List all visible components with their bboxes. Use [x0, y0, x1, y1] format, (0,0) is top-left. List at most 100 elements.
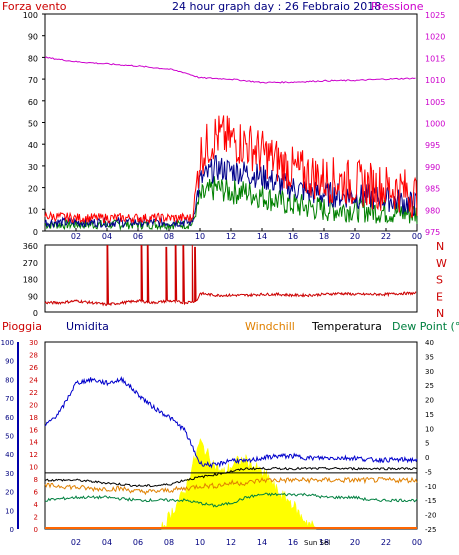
- p3-humidity-tick: 90: [5, 358, 14, 366]
- rain-label: Pioggia: [2, 320, 42, 333]
- p1-x-tick: 22: [381, 232, 391, 241]
- p3-right-tick: -20: [425, 512, 436, 520]
- p2-left-tick: 0: [33, 309, 38, 318]
- p3-humidity-tick: 80: [5, 376, 14, 384]
- p3-rain-tick: 18: [29, 414, 38, 422]
- p2-left-tick: 360: [23, 242, 38, 251]
- p3-rain-tick: 28: [29, 351, 38, 359]
- windchill-label: Windchill: [245, 320, 295, 333]
- p3-x-tick: 04: [102, 538, 112, 547]
- p1-right-tick: 1025: [425, 11, 445, 20]
- p1-x-tick: 16: [288, 232, 298, 241]
- p1-right-tick: 1015: [425, 54, 445, 63]
- p1-right-tick: 1010: [425, 76, 445, 85]
- p3-rain-tick: 30: [29, 339, 38, 347]
- p3-humidity-tick: 20: [5, 489, 14, 497]
- p3-x-tick: 22: [381, 538, 391, 547]
- p1-x-tick: 06: [133, 232, 143, 241]
- p3-rain-tick: 2: [34, 514, 38, 522]
- p3-humidity-tick: 50: [5, 433, 14, 441]
- rain-area: [161, 437, 317, 530]
- p3-right-tick: 10: [425, 425, 434, 433]
- humidity-line: [44, 375, 418, 469]
- p3-right-tick: 20: [425, 397, 434, 405]
- panel1-frame: [44, 13, 418, 232]
- p3-x-tick: 10: [195, 538, 205, 547]
- p3-right-tick: -15: [425, 497, 436, 505]
- p3-rain-tick: 22: [29, 389, 38, 397]
- p3-rain-tick: 26: [29, 364, 38, 372]
- chart-title: 24 hour graph day : 26 Febbraio 2018: [172, 0, 381, 13]
- p3-humidity-tick: 40: [5, 451, 14, 459]
- p1-left-tick: 100: [23, 11, 38, 20]
- panel3-plot: 1009080706050403020100302826242220181614…: [1, 339, 437, 547]
- p2-right-tick: W: [436, 257, 447, 270]
- panel1-plot: 1009080706050403020100102510201015101010…: [23, 11, 446, 241]
- p1-x-tick: 10: [195, 232, 205, 241]
- p2-left-tick: 180: [23, 276, 38, 285]
- p3-x-tick: 02: [71, 538, 81, 547]
- p3-rain-tick: 0: [34, 526, 38, 534]
- p3-rain-tick: 24: [29, 376, 38, 384]
- p1-x-tick: 08: [164, 232, 174, 241]
- sun-label: Sun Sel: [304, 539, 330, 547]
- p2-right-tick: E: [436, 290, 443, 303]
- p3-rain-tick: 10: [29, 464, 38, 472]
- p3-rain-tick: 20: [29, 401, 38, 409]
- p1-left-tick: 90: [28, 33, 38, 42]
- p1-right-tick: 975: [425, 228, 440, 237]
- p3-right-tick: 15: [425, 411, 434, 419]
- p3-x-tick: 06: [133, 538, 143, 547]
- p3-right-tick: 30: [425, 368, 434, 376]
- p1-x-tick: 18: [319, 232, 329, 241]
- p3-rain-tick: 8: [34, 476, 38, 484]
- p1-x-tick: 12: [226, 232, 236, 241]
- p1-left-tick: 60: [28, 98, 38, 107]
- p1-left-tick: 30: [28, 163, 38, 172]
- p3-humidity-tick: 60: [5, 414, 14, 422]
- p1-series-line: [44, 154, 418, 229]
- dewpoint-label: Dew Point (°C: [392, 320, 459, 333]
- p3-x-tick: 18: [319, 538, 329, 547]
- p3-right-tick: -25: [425, 526, 436, 534]
- p2-right-tick: N: [436, 240, 444, 253]
- p1-series-line: [44, 115, 418, 225]
- p1-x-tick: 14: [257, 232, 267, 241]
- p3-humidity-tick: 70: [5, 395, 14, 403]
- wind-speed-title: Forza vento: [2, 0, 67, 13]
- p3-rain-tick: 14: [29, 439, 38, 447]
- p3-right-tick: 35: [425, 353, 434, 361]
- p1-x-tick: 04: [102, 232, 112, 241]
- p3-x-tick: 20: [350, 538, 360, 547]
- p3-rain-tick: 6: [34, 489, 39, 497]
- p3-rain-tick: 12: [29, 451, 38, 459]
- p3-right-tick: 40: [425, 339, 434, 347]
- p2-right-tick: N: [436, 307, 444, 320]
- p3-x-tick: 00: [412, 538, 422, 547]
- p1-right-tick: 990: [425, 163, 440, 172]
- p1-right-tick: 1000: [425, 120, 445, 129]
- p3-right-tick: 25: [425, 382, 434, 390]
- p1-left-tick: 70: [28, 76, 38, 85]
- p1-x-tick: 20: [350, 232, 360, 241]
- p3-right-tick: -10: [425, 483, 436, 491]
- p3-x-tick: 08: [164, 538, 174, 547]
- wind-direction-line: [44, 244, 417, 307]
- p1-left-tick: 40: [28, 141, 38, 150]
- p1-left-tick: 10: [28, 206, 38, 215]
- p3-rain-tick: 16: [29, 426, 38, 434]
- p1-left-tick: 0: [33, 228, 38, 237]
- p2-left-tick: 270: [23, 259, 38, 268]
- p1-right-tick: 980: [425, 206, 440, 215]
- p3-x-tick: 12: [226, 538, 236, 547]
- p1-x-tick: 00: [412, 232, 422, 241]
- p3-x-tick: 14: [257, 538, 267, 547]
- p2-left-tick: 90: [28, 292, 38, 301]
- p3-right-tick: -5: [425, 468, 432, 476]
- p1-x-tick: 02: [71, 232, 81, 241]
- p1-left-tick: 80: [28, 54, 38, 63]
- p2-right-tick: S: [436, 274, 443, 287]
- p3-humidity-tick: 0: [10, 526, 14, 534]
- p1-left-tick: 50: [28, 120, 38, 129]
- p3-humidity-tick: 100: [1, 339, 14, 347]
